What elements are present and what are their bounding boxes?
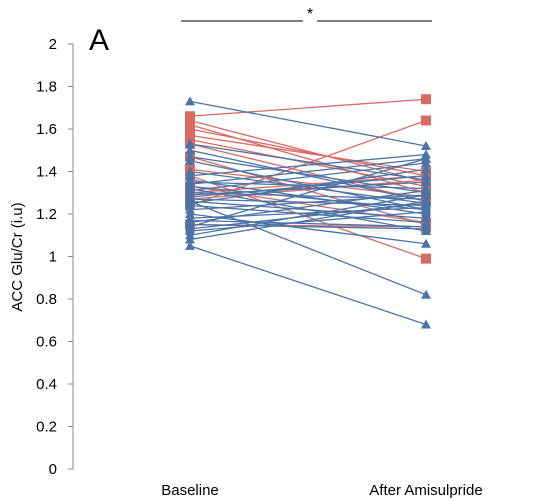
- blue-triangle-point: [185, 240, 195, 250]
- blue-series-line: [189, 211, 427, 232]
- blue-triangle-point: [421, 206, 431, 216]
- blue-series-line: [189, 245, 427, 326]
- blue-series-line: [189, 162, 427, 192]
- blue-series-line: [189, 219, 427, 228]
- y-ticks: 0 0.2 0.4 0.6 0.8 1 1.2 1.4 1.6 1.8 2: [36, 36, 73, 478]
- red-series-line: [189, 134, 427, 173]
- blue-series-line: [189, 200, 427, 296]
- red-series-line: [189, 119, 427, 207]
- blue-triangle-point: [421, 153, 431, 163]
- y-tick-label: 0.4: [36, 376, 57, 393]
- blue-series-line: [189, 213, 427, 245]
- blue-series-line: [189, 155, 427, 194]
- blue-triangle-point: [421, 177, 431, 187]
- y-axis-title: ACC Glu/Cr (i.u): [9, 202, 26, 311]
- blue-triangle-point: [421, 170, 431, 180]
- red-series-line: [189, 119, 427, 183]
- blue-triangle-point: [421, 164, 431, 174]
- x-tick-label: Baseline: [161, 482, 219, 499]
- blue-series-line: [189, 181, 427, 190]
- blue-series-line: [189, 100, 427, 147]
- series-markers: [185, 94, 431, 329]
- significance-bracket: *: [181, 6, 432, 23]
- blue-series-line: [189, 204, 427, 224]
- red-series-line: [189, 124, 427, 194]
- blue-series-line: [189, 143, 427, 181]
- blue-series-line: [189, 153, 427, 177]
- blue-series-line: [189, 194, 427, 236]
- red-square-point: [185, 124, 195, 134]
- y-tick-label: 1.2: [36, 206, 57, 223]
- blue-triangle-point: [185, 145, 195, 155]
- blue-series-line: [189, 185, 427, 211]
- red-series-line: [189, 98, 427, 117]
- blue-triangle-point: [421, 189, 431, 199]
- red-square-point: [421, 94, 431, 105]
- y-tick-label: 0.6: [36, 334, 57, 351]
- y-tick-label: 1.8: [36, 79, 57, 96]
- blue-triangle-point: [421, 289, 431, 299]
- blue-series-line: [189, 158, 427, 228]
- y-tick-label: 0.8: [36, 291, 57, 308]
- blue-series-line: [189, 200, 427, 241]
- significance-star: *: [307, 6, 313, 23]
- blue-series-line: [189, 194, 427, 211]
- blue-triangle-point: [421, 196, 431, 206]
- y-tick-label: 1.4: [36, 164, 57, 181]
- y-tick-label: 1.6: [36, 121, 57, 138]
- red-square-point: [421, 253, 431, 264]
- y-tick-label: 2: [49, 36, 57, 53]
- y-tick-label: 1: [49, 249, 57, 266]
- series-lines: [189, 98, 427, 326]
- x-tick-label: After Amisulpride: [369, 482, 482, 499]
- blue-triangle-point: [185, 155, 195, 165]
- blue-series-line: [189, 168, 427, 205]
- blue-series-line: [189, 223, 427, 230]
- x-ticks: Baseline After Amisulpride: [161, 482, 482, 499]
- y-tick-label: 0.2: [36, 419, 57, 436]
- blue-triangle-point: [421, 238, 431, 248]
- panel-label: A: [89, 24, 109, 57]
- blue-triangle-point: [185, 138, 195, 148]
- red-square-point: [421, 115, 431, 126]
- blue-series-line: [189, 149, 427, 202]
- blue-series-line: [189, 158, 427, 185]
- y-tick-label: 0: [49, 461, 57, 478]
- blue-triangle-point: [185, 234, 195, 244]
- blue-triangle-point: [421, 319, 431, 329]
- red-series-line: [189, 143, 427, 202]
- blue-triangle-point: [185, 96, 195, 106]
- blue-triangle-point: [421, 223, 431, 233]
- blue-series-line: [189, 181, 427, 196]
- red-series-line: [189, 155, 427, 226]
- blue-triangle-point: [185, 196, 195, 206]
- blue-triangle-point: [421, 141, 431, 150]
